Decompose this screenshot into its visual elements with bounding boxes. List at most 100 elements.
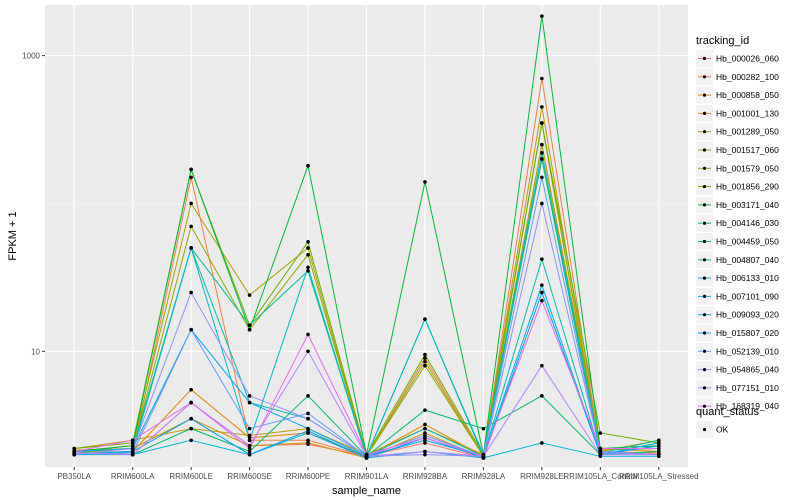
data-point (247, 449, 252, 454)
legend-key-point (702, 349, 707, 353)
data-point (306, 411, 310, 416)
legend-item: Hb_054865_040 (696, 361, 779, 379)
data-points (72, 14, 661, 460)
x-tick-label: RRIM105LA_Control (563, 472, 637, 481)
data-point (423, 436, 427, 440)
data-point (598, 431, 603, 435)
x-tick-label: RRIM600PE (286, 472, 330, 481)
data-point (130, 441, 135, 445)
x-tick-label: RRIM928LA (462, 472, 506, 481)
legend-label: Hb_001517_060 (716, 145, 779, 155)
legend-label: Hb_001289_050 (716, 127, 779, 137)
legend-label: Hb_009093_020 (716, 310, 779, 320)
data-point (423, 449, 427, 454)
data-point (189, 400, 193, 405)
legend-item: Hb_004146_030 (696, 214, 779, 232)
legend-key-point (702, 258, 707, 262)
legend-key-point (702, 166, 707, 170)
legend-key-point (702, 239, 707, 244)
data-point (189, 416, 193, 421)
data-point (540, 105, 544, 109)
data-point (247, 400, 252, 405)
x-tick-label: RRIM600LE (169, 472, 213, 481)
legend-key-point (702, 56, 707, 61)
data-point (598, 449, 603, 454)
data-point (130, 452, 135, 457)
legend-label: Hb_004807_040 (716, 255, 779, 265)
legend-key-point (702, 368, 707, 372)
legend-key-point (702, 148, 707, 152)
data-point (423, 359, 427, 364)
legend-label: Hb_004459_050 (716, 237, 779, 247)
data-point (540, 363, 544, 368)
legend-item: Hb_004459_050 (696, 233, 779, 250)
data-point (189, 426, 193, 431)
data-point (540, 298, 544, 303)
data-point (423, 180, 427, 184)
data-point (423, 356, 427, 360)
shape-legend-item: OK (696, 421, 729, 438)
data-point (540, 151, 544, 155)
data-point (247, 443, 252, 448)
data-point (130, 446, 135, 451)
data-point (540, 283, 544, 288)
data-point (306, 349, 310, 354)
legend-title: tracking_id (696, 35, 749, 47)
legend-key-point (702, 313, 707, 317)
x-axis: PB350LA RRIM600LA RRIM600LE RRIM600SE RRIM60… (57, 467, 699, 481)
data-point (423, 408, 427, 412)
legend-label: Hb_006133_010 (716, 273, 779, 283)
data-point (189, 327, 193, 332)
data-point (306, 438, 310, 443)
legend-label: Hb_000026_060 (716, 54, 779, 64)
legend-key-point (702, 185, 707, 189)
shape-legend-key-point (702, 427, 707, 432)
data-point (540, 76, 544, 81)
data-point (306, 269, 310, 273)
legend-item: Hb_001289_050 (696, 123, 779, 141)
legend-label: Hb_003171_040 (716, 200, 779, 210)
legend-item: Hb_077151_010 (696, 379, 779, 397)
legend-key-point (702, 276, 707, 280)
legend-label: Hb_000282_100 (716, 72, 779, 82)
x-tick-label: RRIM901LA (345, 472, 389, 481)
y-axis: 10 1000 (22, 52, 45, 356)
data-point (423, 352, 427, 357)
data-point (656, 443, 661, 448)
data-point (247, 446, 252, 451)
y-tick-label: 1000 (22, 52, 40, 61)
data-point (247, 327, 252, 332)
data-point (598, 452, 603, 457)
data-point (189, 387, 193, 392)
legend-item: Hb_000858_050 (696, 86, 779, 104)
data-point (423, 317, 427, 321)
data-point (189, 167, 193, 172)
x-tick-label: RRIM600LA (111, 472, 155, 481)
legend-item: Hb_000026_060 (696, 50, 779, 67)
x-tick-label: RRIM928LE (520, 472, 564, 481)
data-point (306, 416, 310, 421)
x-tick-label: RRIM928BA (403, 472, 448, 481)
data-point (189, 224, 193, 229)
data-point (423, 441, 427, 445)
legend: tracking_id Hb_000026_060 Hb_000282_100 Hb… (696, 35, 779, 438)
legend-label: Hb_000858_050 (716, 90, 779, 100)
y-tick-label: 10 (31, 347, 40, 356)
legend-item: Hb_001001_130 (696, 104, 779, 122)
data-point (423, 452, 427, 457)
data-point (540, 290, 544, 295)
data-point (423, 363, 427, 368)
legend-key-point (702, 331, 707, 335)
data-point (540, 175, 544, 180)
data-point (247, 293, 252, 297)
legend-label: Hb_052139_010 (716, 346, 779, 356)
legend-key-point (702, 111, 707, 115)
legend-item: Hb_001517_060 (696, 141, 779, 159)
data-point (423, 438, 427, 443)
legend-label: Hb_015807_020 (716, 328, 779, 338)
legend-item: Hb_006133_010 (696, 269, 779, 287)
data-point (306, 252, 310, 257)
shape-legend-label: OK (716, 425, 729, 435)
y-axis-title: FPKM + 1 (7, 211, 19, 260)
data-point (656, 452, 661, 457)
